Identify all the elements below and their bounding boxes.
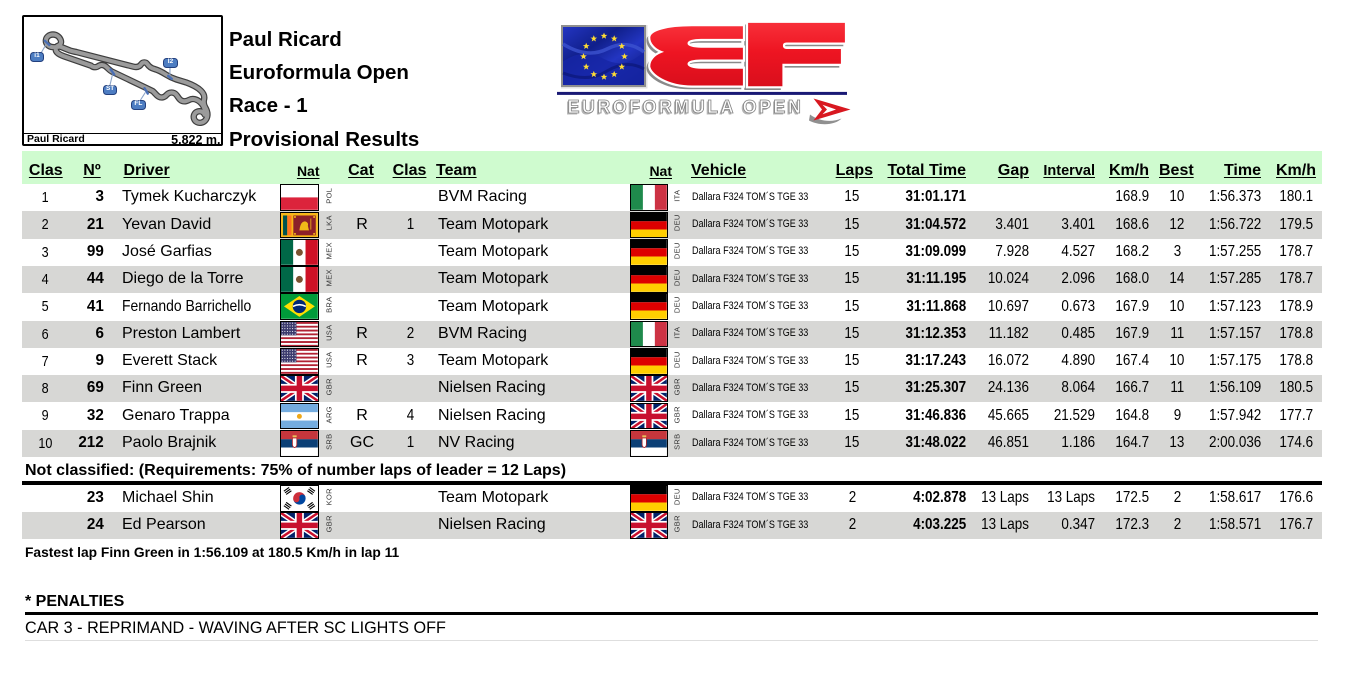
svg-text:EUROFORMULA OPEN: EUROFORMULA OPEN [566,98,802,118]
svg-text:EUROFORMULA OPEN: EUROFORMULA OPEN [568,97,804,117]
